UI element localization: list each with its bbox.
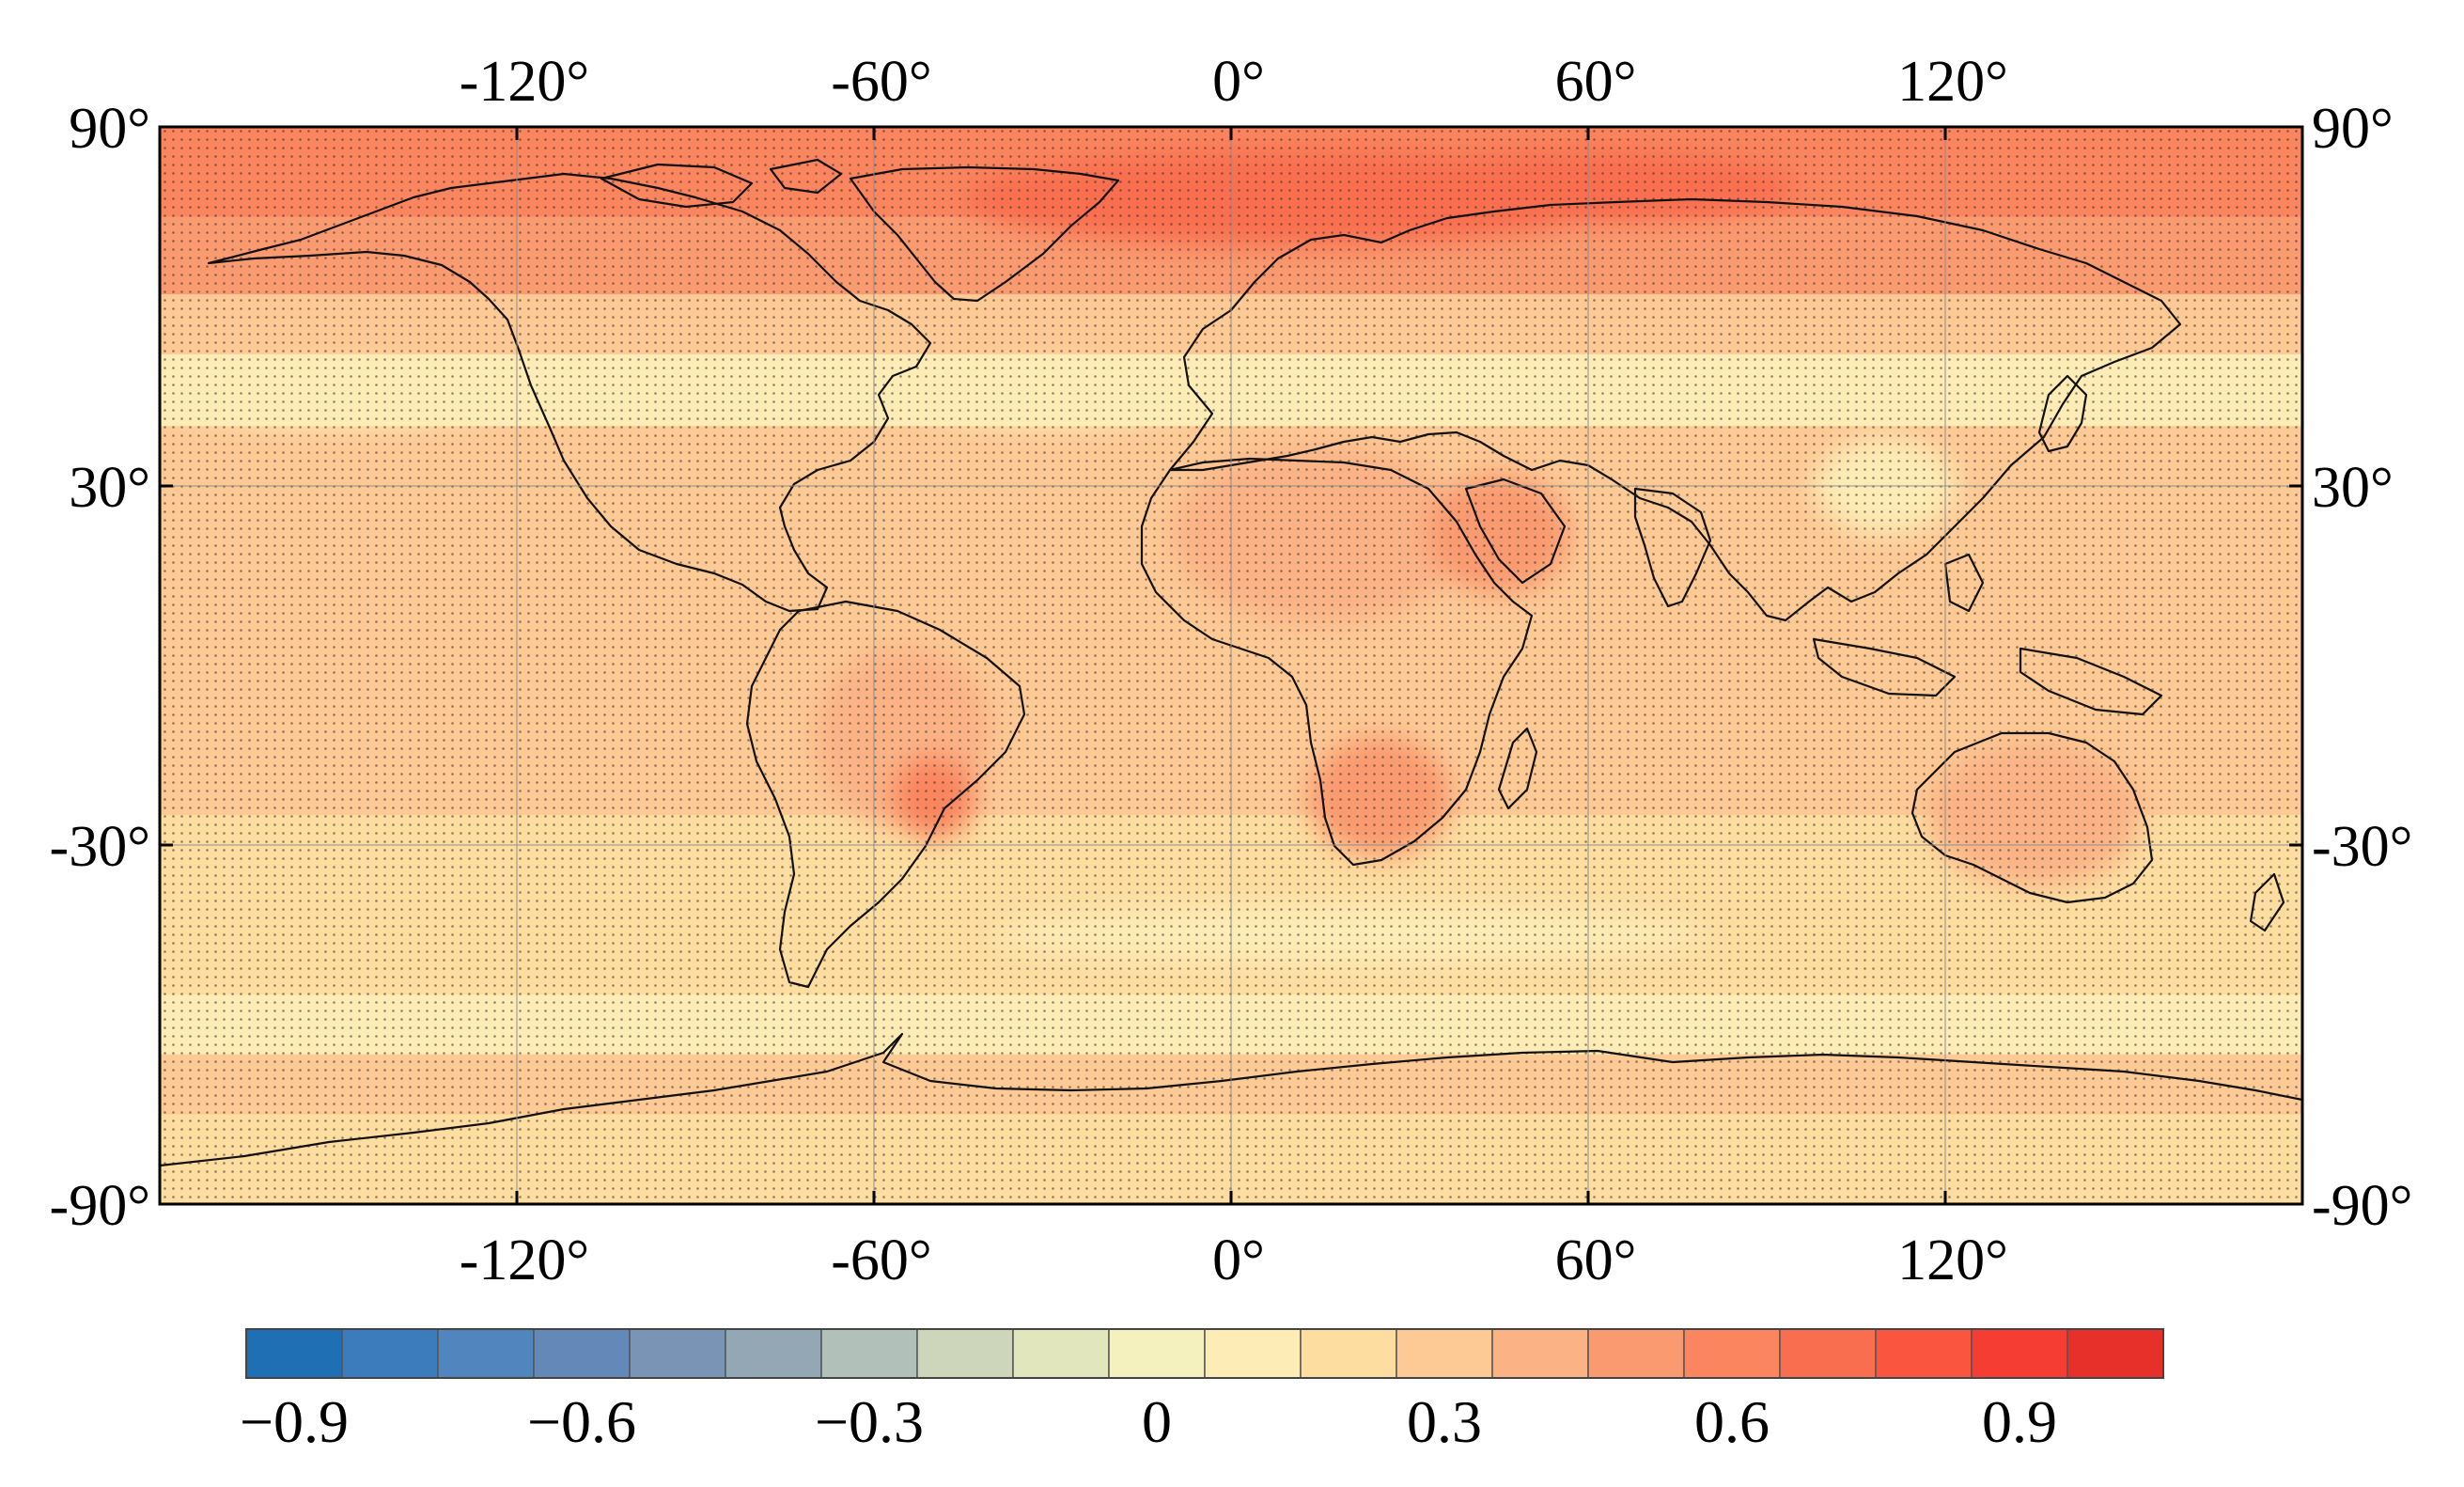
x-tick-labels-bottom: -120° -60° 0° 60° 120° (460, 1229, 2008, 1292)
colorbar-segment (725, 1328, 822, 1379)
colorbar-segment (1587, 1328, 1685, 1379)
colorbar-tick-label: −0.6 (527, 1388, 636, 1455)
coastline-arabia-india (1464, 477, 1712, 608)
y-tick-label-right: 90° (2312, 97, 2394, 161)
colorbar-segment (820, 1328, 918, 1379)
colorbar-segment (1204, 1328, 1302, 1379)
y-tick-label-left: 30° (69, 456, 150, 520)
colorbar-segment (1012, 1328, 1110, 1379)
colorbar-tick-label: 0.6 (1694, 1388, 1770, 1455)
coastline-new-zealand (2249, 872, 2285, 932)
coastline-antarctica (160, 1032, 2302, 1167)
y-tick-label-right: -30° (2312, 815, 2412, 879)
colorbar-segment (341, 1328, 439, 1379)
x-tick-label-bottom: -60° (831, 1229, 931, 1292)
y-tick-label-right: 30° (2312, 456, 2394, 520)
colorbar-tick-label: 0.3 (1407, 1388, 1482, 1455)
colorbar-segment (1491, 1328, 1589, 1379)
colorbar-segment (2066, 1328, 2164, 1379)
x-tick-label-top: -120° (460, 50, 589, 114)
x-tick-label-top: 120° (1897, 50, 2008, 114)
colorbar-tick-label: 0 (1142, 1388, 1172, 1455)
x-tick-label-bottom: 0° (1212, 1229, 1265, 1292)
colorbar-segment (629, 1328, 726, 1379)
x-tick-label-top: 60° (1555, 50, 1637, 114)
colorbar-segment (1396, 1328, 1493, 1379)
colorbar-segment (1108, 1328, 1206, 1379)
y-tick-labels-left: 90° 30° -30° -90° (50, 97, 150, 1238)
coastline-eurasia (1168, 197, 2182, 622)
coastline-madagascar (1497, 727, 1538, 810)
x-tick-label-top: -60° (831, 50, 931, 114)
y-tick-labels-right: 90° 30° -30° -90° (2312, 97, 2412, 1238)
colorbar-tick-labels: −0.9 −0.6 −0.3 0 0.3 0.6 0.9 (240, 1388, 2057, 1455)
colorbar-frame (245, 1328, 2164, 1379)
colorbar-segment (1779, 1328, 1877, 1379)
x-tick-label-bottom: 120° (1897, 1229, 2008, 1292)
colorbar-segment (533, 1328, 631, 1379)
x-tick-label-bottom: 60° (1555, 1229, 1637, 1292)
colorbar-tick-label: −0.3 (815, 1388, 924, 1455)
y-tick-label-left: 90° (69, 97, 150, 161)
colorbar (245, 1328, 2164, 1379)
x-tick-labels-top: -120° -60° 0° 60° 120° (460, 50, 2008, 114)
colorbar-segment (1683, 1328, 1781, 1379)
colorbar-tick-label: 0.9 (1982, 1388, 2057, 1455)
colorbar-tick-label: −0.9 (240, 1388, 349, 1455)
y-tick-label-left: -30° (50, 815, 150, 879)
colorbar-segment (1300, 1328, 1397, 1379)
colorbar-segment (916, 1328, 1014, 1379)
coastline-south-america (745, 600, 1026, 989)
x-tick-label-top: 0° (1212, 50, 1265, 114)
coastline-greenland (849, 165, 1120, 303)
coastline-arctic-islands (600, 158, 843, 209)
coastline-japan (2037, 374, 2088, 453)
coastlines (160, 158, 2302, 1167)
colorbar-segment (1971, 1328, 2068, 1379)
y-tick-label-right: -90° (2312, 1174, 2412, 1238)
coastline-north-america (207, 172, 932, 613)
axis-ticks (160, 125, 2302, 1206)
graticule (160, 127, 2302, 1204)
x-tick-label-bottom: -120° (460, 1229, 589, 1292)
colorbar-segment (245, 1328, 343, 1379)
colorbar-segment (437, 1328, 535, 1379)
y-tick-label-left: -90° (50, 1174, 150, 1238)
colorbar-segment (1875, 1328, 1973, 1379)
coastline-maritime-se-asia (1812, 553, 2163, 716)
